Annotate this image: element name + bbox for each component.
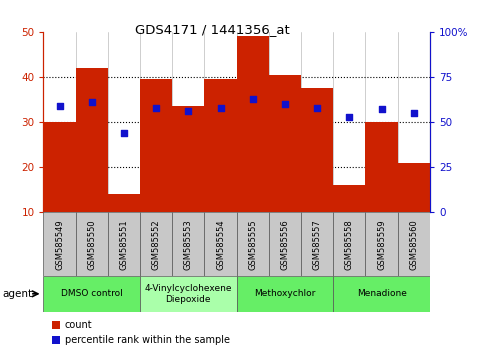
Bar xyxy=(333,276,430,312)
Bar xyxy=(204,212,237,276)
Bar xyxy=(269,75,301,212)
Point xyxy=(313,105,321,110)
Point xyxy=(345,114,353,120)
Point xyxy=(152,105,160,110)
Bar xyxy=(333,212,366,276)
Bar xyxy=(140,212,172,276)
Bar xyxy=(269,212,301,276)
Bar xyxy=(366,122,398,212)
Point xyxy=(88,99,96,105)
Point xyxy=(120,130,128,136)
Text: DMSO control: DMSO control xyxy=(61,289,123,298)
Point xyxy=(410,110,418,116)
Text: GSM585560: GSM585560 xyxy=(409,219,418,270)
Text: GSM585552: GSM585552 xyxy=(152,219,161,270)
Text: Menadione: Menadione xyxy=(356,289,407,298)
Text: 4-Vinylcyclohexene
Diepoxide: 4-Vinylcyclohexene Diepoxide xyxy=(144,284,232,303)
Text: GSM585559: GSM585559 xyxy=(377,219,386,270)
Text: GSM585553: GSM585553 xyxy=(184,219,193,270)
Bar xyxy=(76,212,108,276)
Bar xyxy=(366,212,398,276)
Bar xyxy=(333,185,366,212)
Bar xyxy=(237,36,269,212)
Point xyxy=(56,103,63,109)
Bar xyxy=(237,212,269,276)
Bar xyxy=(108,194,140,212)
Text: GSM585555: GSM585555 xyxy=(248,219,257,270)
Text: GSM585549: GSM585549 xyxy=(55,219,64,270)
Point xyxy=(185,108,192,114)
Bar xyxy=(140,79,172,212)
Text: agent: agent xyxy=(2,289,32,299)
Legend: count, percentile rank within the sample: count, percentile rank within the sample xyxy=(48,316,234,349)
Bar xyxy=(301,88,333,212)
Bar xyxy=(398,212,430,276)
Bar xyxy=(140,276,237,312)
Bar xyxy=(43,276,140,312)
Text: GDS4171 / 1441356_at: GDS4171 / 1441356_at xyxy=(135,23,290,36)
Bar xyxy=(172,106,204,212)
Point xyxy=(249,96,256,102)
Bar xyxy=(237,276,333,312)
Text: GSM585556: GSM585556 xyxy=(281,219,289,270)
Text: GSM585550: GSM585550 xyxy=(87,219,96,270)
Bar xyxy=(76,68,108,212)
Point xyxy=(217,105,225,110)
Bar xyxy=(43,122,76,212)
Point xyxy=(281,101,289,107)
Bar xyxy=(108,212,140,276)
Bar xyxy=(43,212,76,276)
Point xyxy=(378,107,385,112)
Text: Methoxychlor: Methoxychlor xyxy=(254,289,316,298)
Text: GSM585554: GSM585554 xyxy=(216,219,225,270)
Text: GSM585557: GSM585557 xyxy=(313,219,322,270)
Bar xyxy=(172,212,204,276)
Text: GSM585551: GSM585551 xyxy=(119,219,128,270)
Bar xyxy=(398,163,430,212)
Text: GSM585558: GSM585558 xyxy=(345,219,354,270)
Bar xyxy=(204,79,237,212)
Bar xyxy=(301,212,333,276)
